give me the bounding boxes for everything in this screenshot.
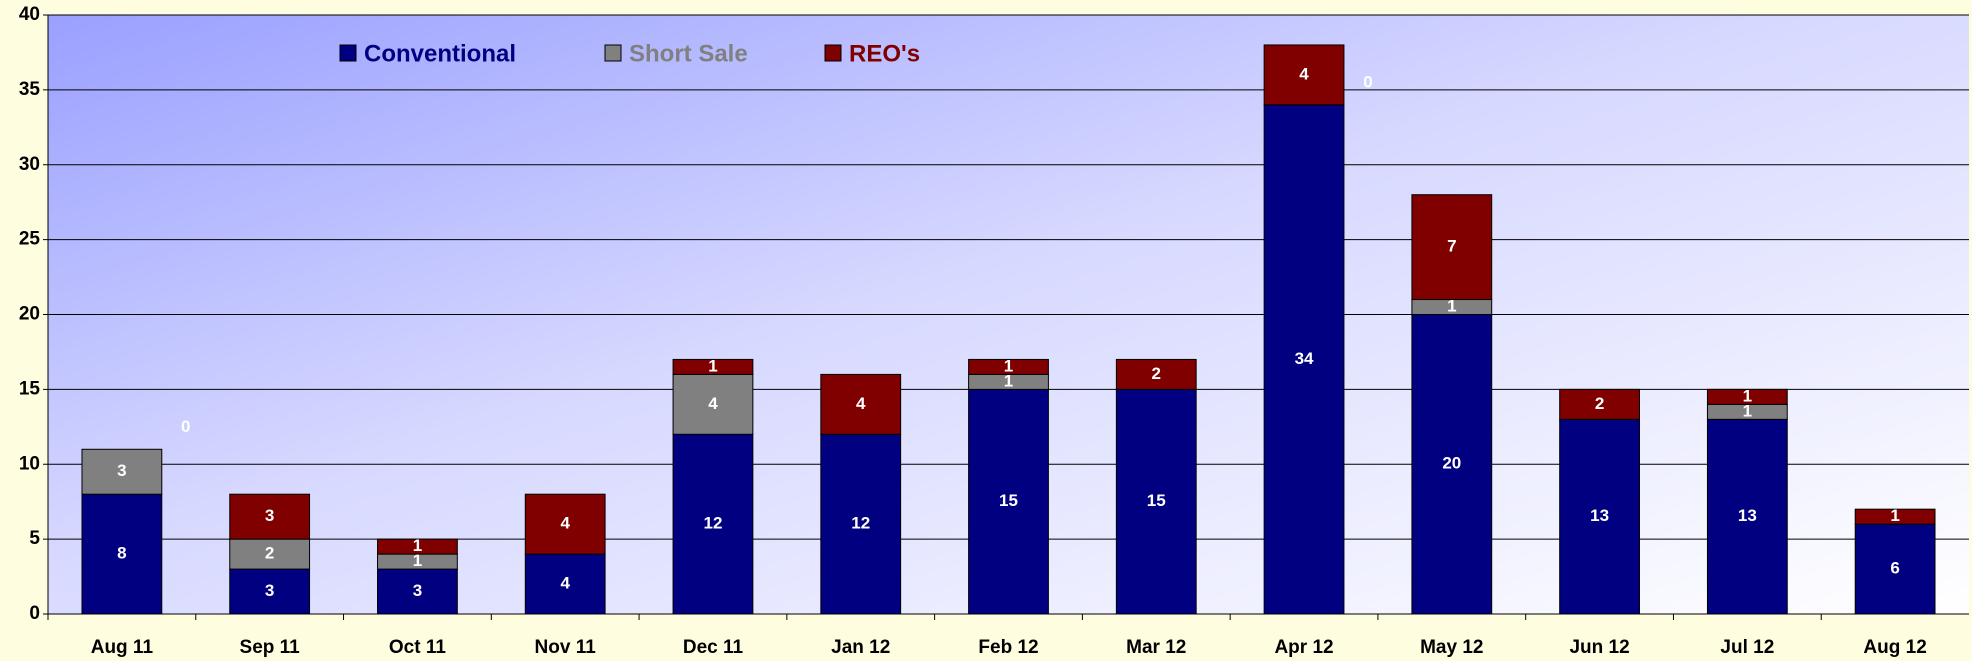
x-tick-label: Jun 12 — [1569, 637, 1629, 658]
bar-segment — [1706, 388, 1788, 405]
data-label: 3 — [413, 581, 422, 600]
x-tick-label: May 12 — [1420, 637, 1483, 658]
bar-segment — [1559, 418, 1640, 615]
bar-segment — [1115, 358, 1197, 390]
legend-swatch — [604, 44, 622, 62]
x-tick-label: Feb 12 — [978, 637, 1038, 658]
bar-segment — [1411, 194, 1493, 301]
data-label: 4 — [708, 394, 718, 413]
data-label: 1 — [1004, 356, 1013, 375]
data-label: 1 — [1743, 401, 1752, 420]
data-label: 15 — [1147, 491, 1166, 510]
data-label: 15 — [999, 491, 1018, 510]
bar-segment — [672, 373, 754, 435]
x-tick-label: Apr 12 — [1274, 637, 1333, 658]
bar-segment — [1263, 44, 1345, 106]
bar-segment — [1706, 418, 1788, 615]
data-label: 12 — [704, 514, 723, 533]
data-label: 3 — [117, 461, 126, 480]
bar-segment — [968, 358, 1049, 375]
data-label: 20 — [1442, 454, 1461, 473]
bar-segment — [377, 568, 458, 615]
bar-segment — [672, 433, 754, 615]
y-tick-label: 35 — [19, 79, 41, 100]
bar-segment — [820, 373, 902, 435]
bar-segment — [1263, 104, 1345, 615]
data-label: 6 — [1890, 559, 1899, 578]
data-label: 3 — [265, 506, 274, 525]
x-tick-label: Mar 12 — [1126, 637, 1186, 658]
legend-label: Conventional — [364, 40, 516, 67]
y-tick-label: 5 — [29, 528, 40, 549]
data-label: 8 — [117, 544, 126, 563]
x-tick-label: Jan 12 — [831, 637, 890, 658]
data-label: 2 — [1152, 364, 1161, 383]
data-label: 12 — [851, 514, 870, 533]
bar-segment — [229, 538, 311, 570]
x-tick-label: Nov 11 — [535, 637, 597, 658]
x-tick-label: Aug 11 — [91, 637, 154, 658]
bar-segment — [1854, 508, 1936, 525]
bar-segment — [81, 493, 163, 615]
data-label: 1 — [413, 551, 422, 570]
data-label: 34 — [1295, 349, 1314, 368]
data-label: 0 — [181, 417, 190, 436]
data-label: 13 — [1590, 506, 1609, 525]
bar-segment — [968, 388, 1049, 615]
legend-swatch — [339, 44, 357, 62]
data-label: 13 — [1738, 506, 1757, 525]
y-tick-label: 20 — [19, 304, 40, 325]
data-label: 7 — [1447, 237, 1456, 256]
bar-segment — [820, 433, 902, 615]
legend-label: REO's — [849, 40, 920, 67]
bar-segment — [1559, 388, 1640, 420]
data-label: 1 — [1004, 371, 1013, 390]
bar-segment — [81, 448, 163, 495]
data-label: 1 — [708, 356, 717, 375]
data-label: 4 — [560, 514, 570, 533]
y-tick-label: 15 — [19, 378, 41, 399]
y-tick-label: 0 — [29, 603, 40, 624]
x-tick-label: Oct 11 — [389, 637, 446, 658]
data-label: 1 — [1447, 296, 1456, 315]
data-label: 2 — [265, 544, 274, 563]
y-tick-label: 30 — [19, 154, 40, 175]
bar-segment — [672, 358, 754, 375]
bar-segment — [1115, 388, 1197, 615]
bar-segment — [377, 538, 458, 555]
y-tick-label: 25 — [19, 229, 41, 250]
x-tick-label: Jul 12 — [1720, 637, 1774, 658]
bar-segment — [1854, 523, 1936, 615]
y-tick-label: 40 — [19, 4, 40, 25]
data-label: 4 — [560, 574, 570, 593]
data-label: 1 — [413, 536, 422, 555]
x-tick-label: Sep 11 — [240, 637, 301, 658]
data-label: 1 — [1890, 506, 1899, 525]
y-tick-label: 10 — [19, 453, 40, 474]
bar-segment — [1411, 314, 1493, 615]
legend-label: Short Sale — [629, 40, 748, 67]
data-label: 4 — [1299, 64, 1309, 83]
bar-segment — [229, 568, 311, 615]
bar-segment — [524, 493, 606, 555]
bar-segment — [229, 493, 311, 540]
x-tick-label: Aug 12 — [1863, 637, 1926, 658]
data-label: 2 — [1595, 394, 1604, 413]
data-label: 4 — [856, 394, 866, 413]
legend-swatch — [824, 44, 842, 62]
bar-segment — [524, 553, 606, 615]
data-label: 0 — [1363, 72, 1372, 91]
x-tick-label: Dec 11 — [683, 637, 744, 658]
data-label: 3 — [265, 581, 274, 600]
data-label: 1 — [1743, 386, 1752, 405]
